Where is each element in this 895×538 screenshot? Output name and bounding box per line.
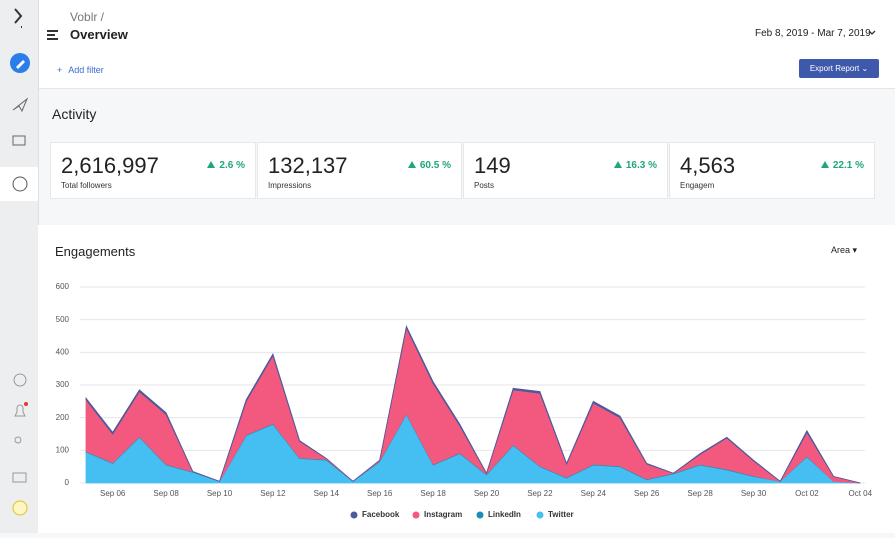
- area: [85, 324, 861, 484]
- area: [85, 326, 861, 484]
- date-chevron[interactable]: [868, 30, 876, 36]
- legend-swatch: [350, 511, 358, 519]
- stat-value: 2,616,997: [61, 153, 159, 178]
- chart-title: Engagements: [55, 244, 136, 259]
- x-tick-label: Sep 26: [634, 489, 660, 498]
- stat-card: 149 Posts 16.3 %: [463, 142, 668, 199]
- x-tick-label: Sep 24: [581, 489, 607, 498]
- notification-dot: [24, 402, 28, 406]
- pencil-icon: [16, 60, 25, 69]
- x-tick-label: Sep 18: [420, 489, 446, 498]
- messages-icon[interactable]: [12, 135, 26, 146]
- stat-label: Posts: [474, 181, 495, 190]
- folder-icon[interactable]: [12, 472, 27, 483]
- header: Voblr / Overview Feb 8, 2019 - Mar 7, 20…: [39, 0, 895, 89]
- x-tick-label: Oct 02: [795, 489, 819, 498]
- x-tick-label: Sep 12: [260, 489, 286, 498]
- x-tick-label: Oct 04: [849, 489, 873, 498]
- y-tick-label: 500: [56, 315, 70, 324]
- add-filter-label: Add filter: [68, 65, 104, 75]
- add-filter[interactable]: + Add filter: [57, 65, 104, 75]
- page-title: Overview: [70, 27, 128, 42]
- export-button[interactable]: Export Report ⌄: [799, 59, 879, 78]
- date-range[interactable]: Feb 8, 2019 - Mar 7, 2019: [755, 28, 871, 39]
- stat-value: 132,137: [268, 153, 348, 178]
- y-tick-label: 0: [65, 478, 70, 487]
- x-tick-label: Sep 22: [527, 489, 553, 498]
- section-title: Activity: [52, 106, 97, 122]
- y-tick-label: 600: [56, 282, 70, 291]
- view-selector[interactable]: Area ▾: [831, 245, 858, 255]
- stat-change: 2.6 %: [207, 160, 245, 171]
- legend-swatch: [536, 511, 544, 519]
- stat-change: 22.1 %: [821, 160, 864, 171]
- x-tick-label: Sep 08: [153, 489, 179, 498]
- help-icon[interactable]: [13, 373, 27, 387]
- stat-value: 149: [474, 153, 511, 178]
- x-tick-label: Sep 30: [741, 489, 767, 498]
- breadcrumb[interactable]: Voblr /: [70, 10, 105, 24]
- stat-change: 16.3 %: [614, 160, 657, 171]
- legend-swatch: [412, 511, 420, 519]
- notifications-icon[interactable]: [14, 404, 26, 417]
- legend-label: LinkedIn: [488, 510, 521, 519]
- legend-label: Facebook: [362, 510, 400, 519]
- x-tick-label: Sep 10: [207, 489, 233, 498]
- stat-card: 2,616,997 Total followers 2.6 %: [50, 142, 256, 199]
- users-icon[interactable]: [14, 436, 22, 444]
- x-tick-label: Sep 06: [100, 489, 126, 498]
- view-label: Area: [831, 245, 851, 255]
- sidebar-icons: [0, 8, 38, 516]
- x-tick-label: Sep 20: [474, 489, 500, 498]
- export-label: Export Report: [809, 64, 860, 73]
- legend-label: Twitter: [548, 510, 574, 519]
- y-tick-label: 400: [56, 347, 70, 356]
- sidebar: [0, 0, 39, 533]
- legend-label: Instagram: [424, 510, 462, 519]
- chart: 0 100 200 300 400 500 600 Sep 06 Sep 08 Sep 10 Sep…: [56, 282, 873, 519]
- x-tick-label: Sep 28: [687, 489, 713, 498]
- stat-card: 4,563 Engagem 22.1 %: [669, 142, 875, 199]
- x-tick-label: Sep 14: [314, 489, 340, 498]
- x-tick-label: Sep 16: [367, 489, 393, 498]
- stat-value: 4,563: [680, 153, 736, 178]
- legend-swatch: [476, 511, 484, 519]
- y-tick-label: 200: [56, 413, 70, 422]
- active-nav: [0, 167, 38, 201]
- stat-card: 132,137 Impressions 60.5 %: [257, 142, 462, 199]
- publish-icon[interactable]: [12, 97, 29, 113]
- stat-label: Impressions: [268, 181, 312, 190]
- y-tick-label: 300: [56, 380, 70, 389]
- stat-label: Total followers: [61, 181, 112, 190]
- user-avatar[interactable]: [12, 500, 28, 516]
- stat-label: Engagem: [680, 181, 715, 190]
- analytics-icon[interactable]: [12, 176, 28, 192]
- stat-change: 60.5 %: [408, 160, 451, 171]
- y-tick-label: 100: [56, 445, 70, 454]
- menu-icon[interactable]: [47, 29, 59, 41]
- logo: [14, 8, 23, 28]
